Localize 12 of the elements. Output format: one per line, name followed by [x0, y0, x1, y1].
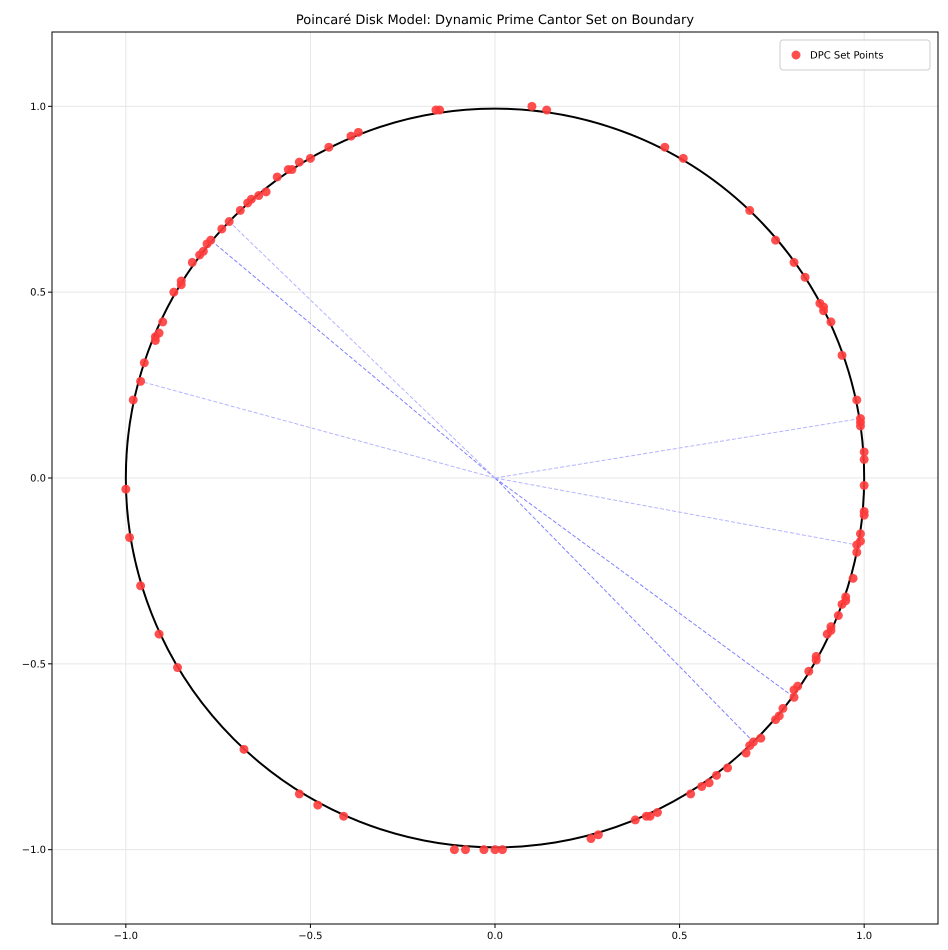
y-tick-label: 1.0 [30, 102, 46, 113]
y-tick-label: 0.0 [30, 474, 46, 484]
chart-title: Poincaré Disk Model: Dynamic Prime Cantor Set on Boundary [296, 13, 694, 28]
y-tick-label: −0.5 [22, 659, 46, 670]
x-tick-label: −1.0 [114, 931, 138, 942]
legend-label: DPC Set Points [810, 50, 884, 62]
x-tick-label: 0.5 [672, 931, 688, 942]
x-tick-label: 0.0 [487, 931, 503, 942]
y-tick-label: 0.5 [30, 288, 46, 299]
x-tick-label: −0.5 [298, 931, 323, 942]
y-tick-label: −1.0 [22, 845, 46, 856]
x-tick-label: 1.0 [856, 931, 872, 942]
